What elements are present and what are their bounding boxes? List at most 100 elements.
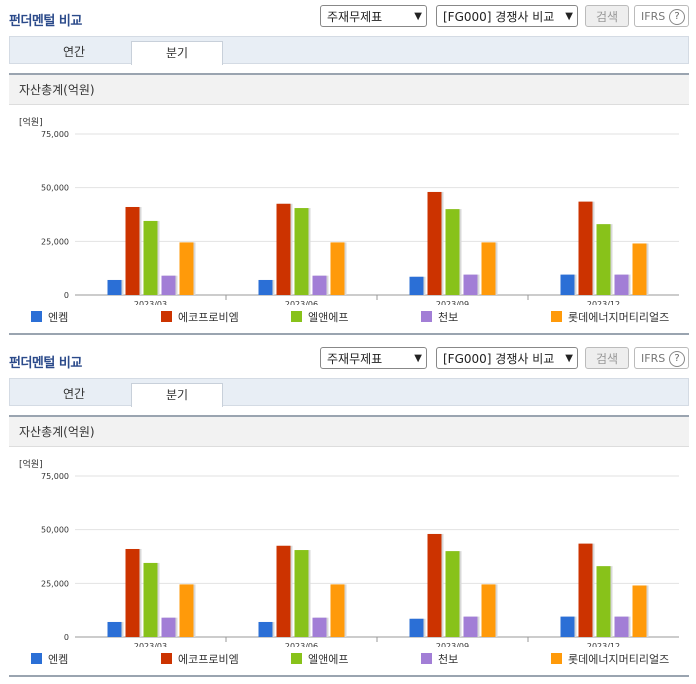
bar — [179, 584, 194, 637]
bar — [445, 551, 460, 637]
bar — [125, 206, 140, 295]
bar — [294, 550, 309, 637]
legend-swatch — [31, 653, 42, 664]
x-tick-label: 2023/06 — [285, 300, 318, 305]
y-tick-label: 25,000 — [41, 579, 69, 588]
tab-quarterly[interactable]: 분기 — [131, 41, 223, 65]
tab-quarterly[interactable]: 분기 — [131, 383, 223, 407]
legend-label: 천보 — [438, 653, 459, 666]
bar — [427, 191, 442, 295]
ifrs-button[interactable]: IFRS ? — [634, 347, 689, 369]
legend-item[interactable]: 엔켐 — [31, 310, 68, 326]
ifrs-label: IFRS — [641, 352, 666, 365]
statement-type-value: 주재무제표 — [327, 10, 383, 24]
tab-annual[interactable]: 연간 — [62, 45, 86, 59]
bar — [125, 548, 140, 637]
chart-container: 자산총계(억원) [억원] 0 25,000 50,000 75,000 2023/03… — [9, 415, 689, 677]
bar — [481, 584, 496, 637]
legend-item[interactable]: 롯데에너지머티리얼즈 — [551, 310, 669, 326]
bar — [258, 279, 273, 295]
tab-annual[interactable]: 연간 — [62, 387, 86, 401]
bar — [596, 566, 611, 637]
legend-item[interactable]: 엔켐 — [31, 652, 68, 668]
legend-item[interactable]: 엘앤에프 — [291, 310, 348, 326]
help-icon[interactable]: ? — [669, 351, 685, 367]
statement-type-select[interactable]: 주재무제표 ▼ — [320, 5, 427, 27]
bar — [276, 203, 291, 295]
panel-header: 펀더멘털 비교 주재무제표 ▼ [FG000] 경쟁사 비교 ▼ 검색 IFRS… — [0, 0, 696, 36]
bar — [294, 208, 309, 295]
chevron-down-icon: ▼ — [414, 353, 422, 364]
x-tick-label: 2023/09 — [436, 642, 469, 647]
bar-chart: 0 25,000 50,000 75,000 2023/03 2023/06 2023/09… — [41, 130, 679, 305]
legend-label: 에코프로비엠 — [178, 311, 239, 324]
legend-label: 엔켐 — [48, 311, 69, 324]
period-tabs: 연간 분기 — [9, 36, 689, 65]
legend-swatch — [161, 653, 172, 664]
bar — [143, 562, 158, 637]
bar — [330, 584, 345, 637]
y-tick-label: 0 — [64, 291, 69, 300]
statement-type-select[interactable]: 주재무제표 ▼ — [320, 347, 427, 369]
panel-title: 펀더멘털 비교 — [9, 14, 82, 29]
legend-item[interactable]: 롯데에너지머티리얼즈 — [551, 652, 669, 668]
peer-group-select[interactable]: [FG000] 경쟁사 비교 ▼ — [436, 5, 578, 27]
bar — [161, 275, 176, 295]
legend-swatch — [421, 311, 432, 322]
bar — [481, 242, 496, 295]
legend-swatch — [31, 311, 42, 322]
chart-heading: 자산총계(억원) — [9, 75, 689, 105]
x-tick-label: 2023/09 — [436, 300, 469, 305]
legend-label: 천보 — [438, 311, 459, 324]
chart-heading: 자산총계(억원) — [9, 417, 689, 447]
period-tabs: 연간 분기 — [9, 378, 689, 407]
bar — [409, 618, 424, 637]
bar — [312, 617, 327, 637]
legend-label: 롯데에너지머티리얼즈 — [568, 653, 670, 666]
chart-container: 자산총계(억원) [억원] 0 25,000 50,000 75,000 2023/03… — [9, 73, 689, 335]
legend-swatch — [291, 653, 302, 664]
ifrs-label: IFRS — [641, 10, 666, 23]
y-tick-label: 50,000 — [41, 526, 69, 535]
legend-label: 엔켐 — [48, 653, 69, 666]
x-tick-label: 2023/12 — [587, 300, 620, 305]
bar — [143, 220, 158, 295]
search-button[interactable]: 검색 — [585, 5, 629, 27]
y-tick-label: 0 — [64, 633, 69, 642]
peer-group-select[interactable]: [FG000] 경쟁사 비교 ▼ — [436, 347, 578, 369]
bar — [560, 274, 575, 295]
bar — [107, 621, 122, 637]
bar — [179, 242, 194, 295]
bar — [107, 279, 122, 295]
unit-label: [억원] — [19, 460, 43, 470]
panel-header: 펀더멘털 비교 주재무제표 ▼ [FG000] 경쟁사 비교 ▼ 검색 IFRS… — [0, 342, 696, 378]
bar — [596, 224, 611, 295]
legend-swatch — [551, 653, 562, 664]
legend-item[interactable]: 천보 — [421, 652, 458, 668]
help-icon[interactable]: ? — [669, 9, 685, 25]
x-tick-label: 2023/12 — [587, 642, 620, 647]
chevron-down-icon: ▼ — [565, 353, 573, 364]
legend-swatch — [161, 311, 172, 322]
legend-swatch — [551, 311, 562, 322]
statement-type-value: 주재무제표 — [327, 352, 383, 366]
bar — [258, 621, 273, 637]
legend-item[interactable]: 천보 — [421, 310, 458, 326]
bar — [463, 274, 478, 295]
y-tick-label: 75,000 — [41, 130, 69, 139]
legend-item[interactable]: 에코프로비엠 — [161, 310, 239, 326]
bar — [463, 616, 478, 637]
legend-item[interactable]: 에코프로비엠 — [161, 652, 239, 668]
legend-swatch — [421, 653, 432, 664]
legend-item[interactable]: 엘앤에프 — [291, 652, 348, 668]
unit-label: [억원] — [19, 118, 43, 128]
bar — [614, 274, 629, 295]
bar — [632, 243, 647, 295]
ifrs-button[interactable]: IFRS ? — [634, 5, 689, 27]
search-button[interactable]: 검색 — [585, 347, 629, 369]
panel-title: 펀더멘털 비교 — [9, 356, 82, 371]
x-tick-label: 2023/03 — [134, 300, 167, 305]
y-tick-label: 25,000 — [41, 237, 69, 246]
bar — [161, 617, 176, 637]
bar — [445, 209, 460, 295]
